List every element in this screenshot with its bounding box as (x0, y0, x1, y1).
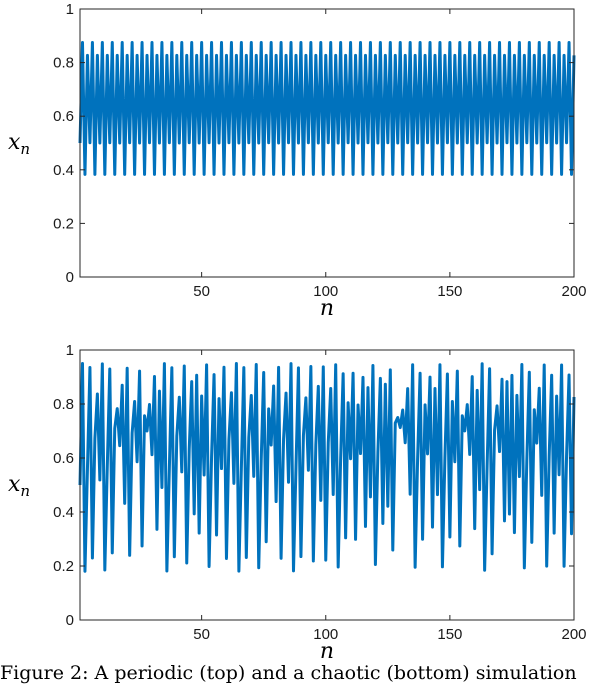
bottom-xtick-label: 150 (437, 626, 462, 643)
top-ytick-label: 0.8 (53, 55, 74, 72)
top-xlabel: n (320, 296, 334, 321)
bottom-xtick-label: 200 (561, 626, 586, 643)
bottom-xtick-label: 50 (193, 626, 210, 643)
bottom-xlabel: n (320, 639, 334, 664)
top-ylabel: xn (8, 130, 30, 158)
figure-caption: Figure 2: A periodic (top) and a chaotic… (0, 662, 577, 684)
top-ytick-label: 0.6 (53, 108, 74, 125)
bottom-series-line (78, 362, 576, 573)
top-ytick-label: 1 (66, 1, 74, 18)
bottom-ytick-label: 0.4 (53, 504, 74, 521)
bottom-axes-box (79, 349, 575, 621)
top-series-line (78, 41, 576, 176)
bottom-ytick-label: 0.8 (53, 396, 74, 413)
bottom-ylabel: xn (8, 472, 30, 500)
top-xtick-label: 50 (193, 283, 210, 300)
bottom-xtick-label: 100 (313, 626, 338, 643)
top-xtick-label: 150 (437, 283, 462, 300)
bottom-ytick-label: 0.2 (53, 558, 74, 575)
top-ytick-label: 0 (66, 269, 74, 286)
bottom-ytick-label: 0.6 (53, 450, 74, 467)
bottom-ytick-label: 0 (66, 612, 74, 629)
top-ytick-label: 0.4 (53, 162, 74, 179)
top-axes-box (79, 8, 575, 278)
bottom-ytick-label: 1 (66, 342, 74, 359)
top-ytick-label: 0.2 (53, 215, 74, 232)
top-xtick-label: 100 (313, 283, 338, 300)
top-xtick-label: 200 (561, 283, 586, 300)
